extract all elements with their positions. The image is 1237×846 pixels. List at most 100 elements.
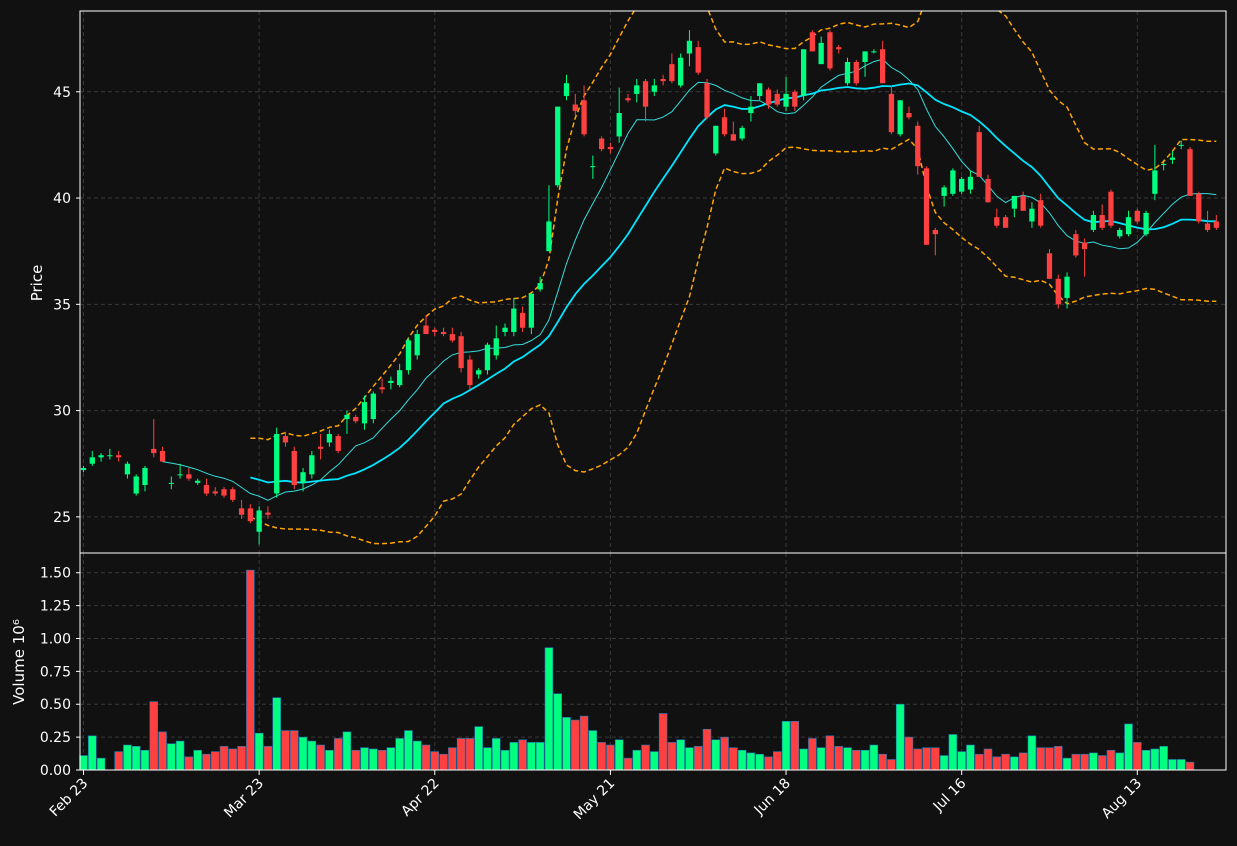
volume-bar-up (1159, 746, 1168, 771)
volume-y-label-text: Volume (10, 649, 28, 705)
candle-body-up (546, 221, 552, 252)
candle-body-down (353, 416, 359, 422)
candle-body-down (230, 489, 236, 500)
sma-slow-line (250, 82, 1217, 484)
volume-bar-down (1001, 753, 1010, 771)
volume-bar-down (1036, 747, 1045, 771)
candle-body-up (1161, 164, 1167, 166)
volume-bar-up (755, 753, 764, 771)
volume-bar-up (860, 749, 870, 771)
volume-bar-up (948, 734, 958, 771)
volume-bar-down (790, 721, 800, 771)
candle-body-down (836, 47, 842, 50)
volume-bar-down (1185, 761, 1195, 771)
volume-bar-down (246, 569, 255, 771)
candle-body-up (397, 370, 403, 386)
candle-body-down (449, 334, 455, 341)
volume-bar-up (79, 755, 88, 771)
candle-body-up (1117, 229, 1123, 237)
volume-bar-down (931, 747, 940, 771)
volume-bar-down (729, 747, 738, 771)
volume-bar-up (272, 697, 281, 771)
candle-body-up (757, 83, 763, 97)
volume-bar-down (641, 744, 650, 771)
candle-body-down (598, 138, 605, 150)
candle-body-down (642, 81, 649, 107)
volume-bar-up (342, 731, 352, 771)
volume-bar-down (1018, 752, 1028, 771)
candle-body-down (923, 168, 930, 245)
candle-body-down (159, 450, 166, 462)
candle-body-up (862, 51, 868, 63)
volume-panel-frame (79, 552, 1227, 771)
candle-body-down (880, 49, 886, 84)
volume-bar-down (1080, 753, 1089, 771)
candle-body-down (265, 512, 271, 515)
candle-body-down (607, 147, 614, 150)
candle-body-down (994, 217, 1000, 226)
candle-body-up (177, 474, 183, 476)
volume-bar-down (421, 744, 431, 771)
candle-body-up (142, 467, 148, 485)
volume-bar-down (1045, 747, 1054, 771)
volume-bar-up (544, 647, 554, 771)
candle-body-up (502, 327, 508, 332)
volume-bar-down (667, 742, 677, 771)
volume-bar-up (298, 736, 308, 771)
volume-bar-down (316, 744, 325, 771)
candle-body-down (888, 93, 895, 133)
volume-bar-up (474, 726, 483, 771)
candle-body-up (871, 51, 877, 53)
volume-bar-down (623, 757, 633, 771)
volume-bar-up (966, 744, 975, 771)
candle-body-down (1108, 191, 1114, 226)
candle-body-down (291, 450, 297, 485)
volume-bar-up (843, 747, 852, 771)
candle-body-down (765, 89, 772, 105)
candle-body-up (555, 106, 561, 186)
volume-bar-down (351, 749, 360, 771)
candle-body-down (212, 491, 218, 494)
candle-body-down (695, 47, 701, 73)
candle-body-up (563, 83, 570, 97)
volume-bar-down (281, 730, 290, 771)
volume-bar-up (509, 742, 519, 771)
candle-body-down (1099, 215, 1105, 228)
candle-body-down (1213, 221, 1219, 228)
candle-body-up (1152, 170, 1158, 194)
volume-y-tick-label: 0.00 (40, 763, 71, 779)
candle-body-up (493, 338, 499, 356)
volume-bar-up (527, 742, 536, 771)
volume-bar-down (992, 756, 1002, 771)
candle-body-up (124, 463, 131, 475)
volume-bar-down (184, 756, 194, 771)
volume-bar-up (676, 739, 685, 771)
volume-bar-up (491, 738, 501, 771)
candle-body-down (458, 336, 464, 369)
volume-bar-down (887, 759, 896, 771)
candle-body-up (1178, 144, 1184, 146)
volume-bar-up (167, 743, 176, 771)
candle-body-down (853, 62, 859, 84)
candle-body-down (932, 229, 938, 235)
candle-body-down (1073, 234, 1079, 256)
candle-body-up (388, 380, 394, 383)
candle-body-up (89, 457, 95, 464)
candle-body-down (335, 436, 341, 451)
volume-bar-down (158, 731, 167, 771)
volume-bar-up (711, 739, 721, 771)
candle-body-down (186, 474, 192, 479)
volume-bar-up (869, 744, 879, 771)
candle-body-up (748, 106, 754, 114)
volume-bar-up (1010, 756, 1019, 771)
volume-bar-up (88, 735, 97, 771)
candle-body-up (1125, 217, 1132, 235)
volume-bar-up (404, 730, 413, 771)
volume-bar-up (96, 757, 106, 771)
candle-body-down (1187, 149, 1193, 196)
volume-bar-up (685, 747, 694, 771)
volume-bar-up (746, 752, 756, 771)
price-grid (80, 11, 1226, 553)
volume-bar-down (825, 735, 835, 771)
